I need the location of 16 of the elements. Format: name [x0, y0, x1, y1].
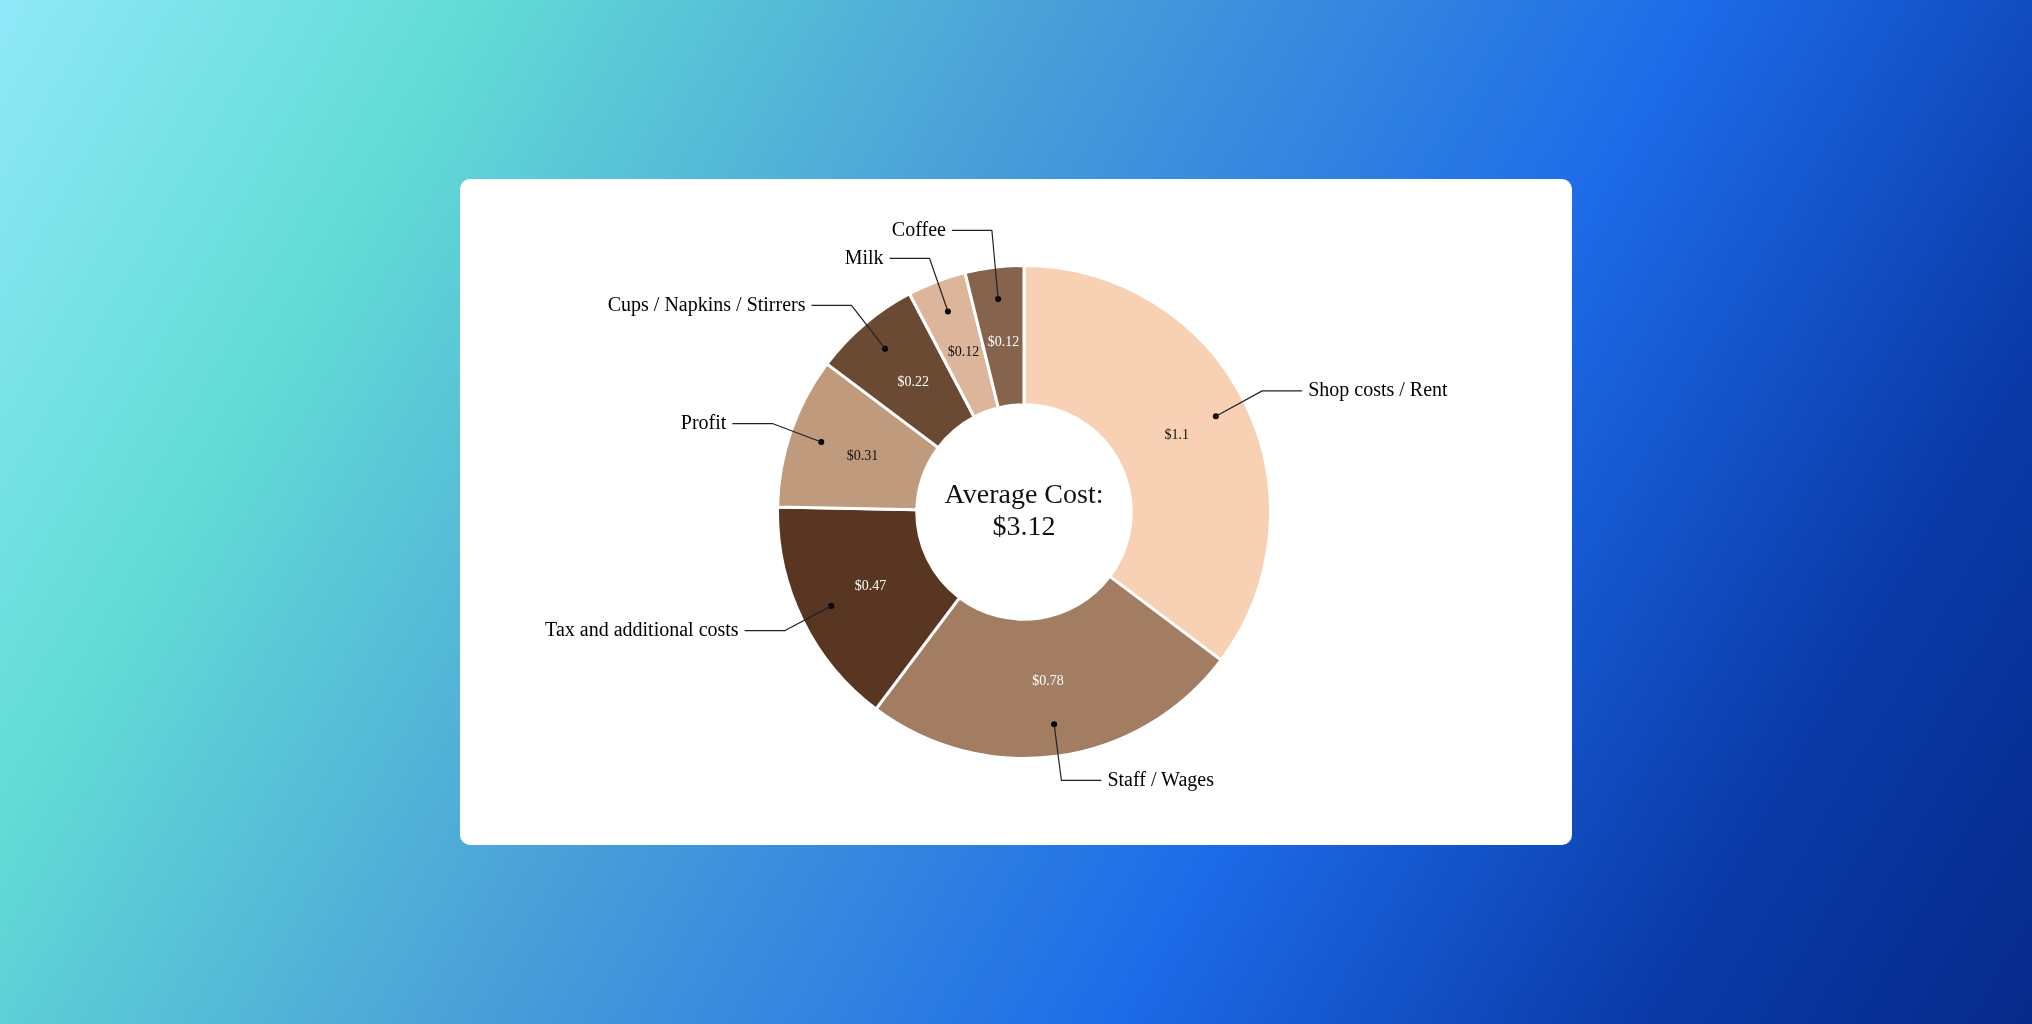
- text: Average Cost:: [944, 478, 1104, 510]
- slice-label: Cups / Napkins / Stirrers: [607, 292, 806, 316]
- slice-label: Milk: [844, 245, 884, 268]
- data-label: $0.47: [854, 578, 887, 594]
- slice-label: Profit: [680, 410, 727, 433]
- data-label: $0.22: [897, 373, 930, 389]
- slice-label: Shop costs / Rent: [1308, 378, 1449, 402]
- data-label: $0.12: [947, 343, 980, 359]
- text: $3.12: [992, 510, 1056, 542]
- data-label: $0.31: [846, 447, 879, 463]
- data-label: $0.12: [987, 334, 1020, 350]
- slice-label: Tax and additional costs: [545, 617, 739, 640]
- data-label: $1.1: [1164, 427, 1190, 443]
- slice-label: Staff / Wages: [1107, 767, 1215, 791]
- slice-label: Coffee: [891, 217, 947, 240]
- data-label: $0.78: [1032, 672, 1064, 688]
